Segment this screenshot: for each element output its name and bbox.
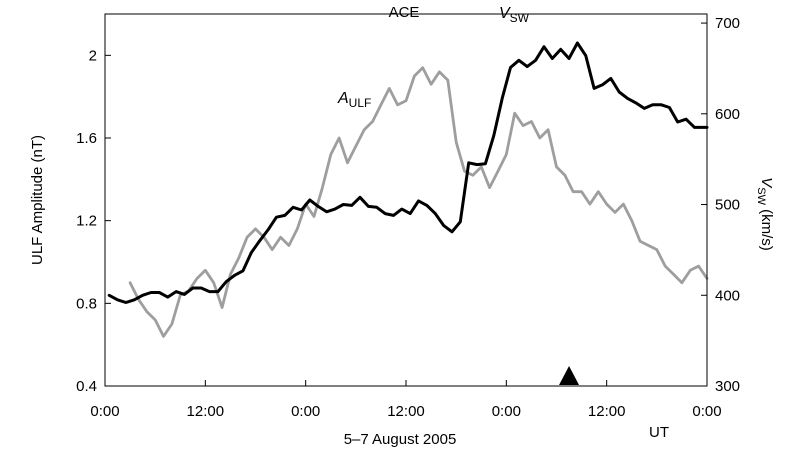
plot-frame [104, 13, 708, 387]
y-left-tick-label: 0.4 [76, 378, 97, 395]
series-line-a-ulf [128, 66, 709, 338]
series-line-v-sw [107, 41, 709, 304]
y-left-tick-label: 0.8 [76, 295, 97, 312]
y-axis-left-label: ULF Amplitude (nT) [29, 135, 46, 265]
y-right-tick-label: 500 [715, 197, 740, 214]
y-left-tick-label: 1.2 [76, 213, 97, 230]
a-ulf-label-sub: ULF [349, 96, 372, 110]
x-tick-label: 12:00 [387, 403, 425, 420]
x-unit-label: UT [649, 424, 669, 441]
x-tick-label: 0:00 [291, 403, 320, 420]
y-right-tick-label: 600 [715, 106, 740, 123]
x-tick-label: 0:00 [90, 403, 119, 420]
series-label-v-sw: VSW [499, 5, 530, 25]
y-left-tick-label: 1.6 [76, 130, 97, 147]
y-right-tick-label: 700 [715, 15, 740, 32]
y-axis-right-label: VSW (km/s) [755, 177, 775, 251]
v-sw-label-main: V [499, 5, 511, 22]
x-axis-label: 5–7 August 2005 [344, 431, 457, 448]
y-right-label-unit: (km/s) [758, 205, 775, 251]
y-right-tick-label: 400 [715, 287, 740, 304]
chart-title: ACE [389, 4, 420, 21]
x-tick-label: 0:00 [492, 403, 521, 420]
y-right-tick-label: 300 [715, 378, 740, 395]
x-tick-label: 0:00 [692, 403, 721, 420]
y-right-label-sub: SW [755, 187, 767, 205]
v-sw-label-sub: SW [510, 11, 530, 25]
a-ulf-label-main: A [337, 90, 349, 107]
x-tick-label: 12:00 [588, 403, 626, 420]
y-right-label-main: V [758, 177, 775, 189]
y-left-tick-label: 2 [89, 47, 97, 64]
event-marker-triangle [559, 366, 580, 385]
series-label-a-ulf: AULF [337, 90, 371, 110]
x-tick-label: 12:00 [187, 403, 225, 420]
